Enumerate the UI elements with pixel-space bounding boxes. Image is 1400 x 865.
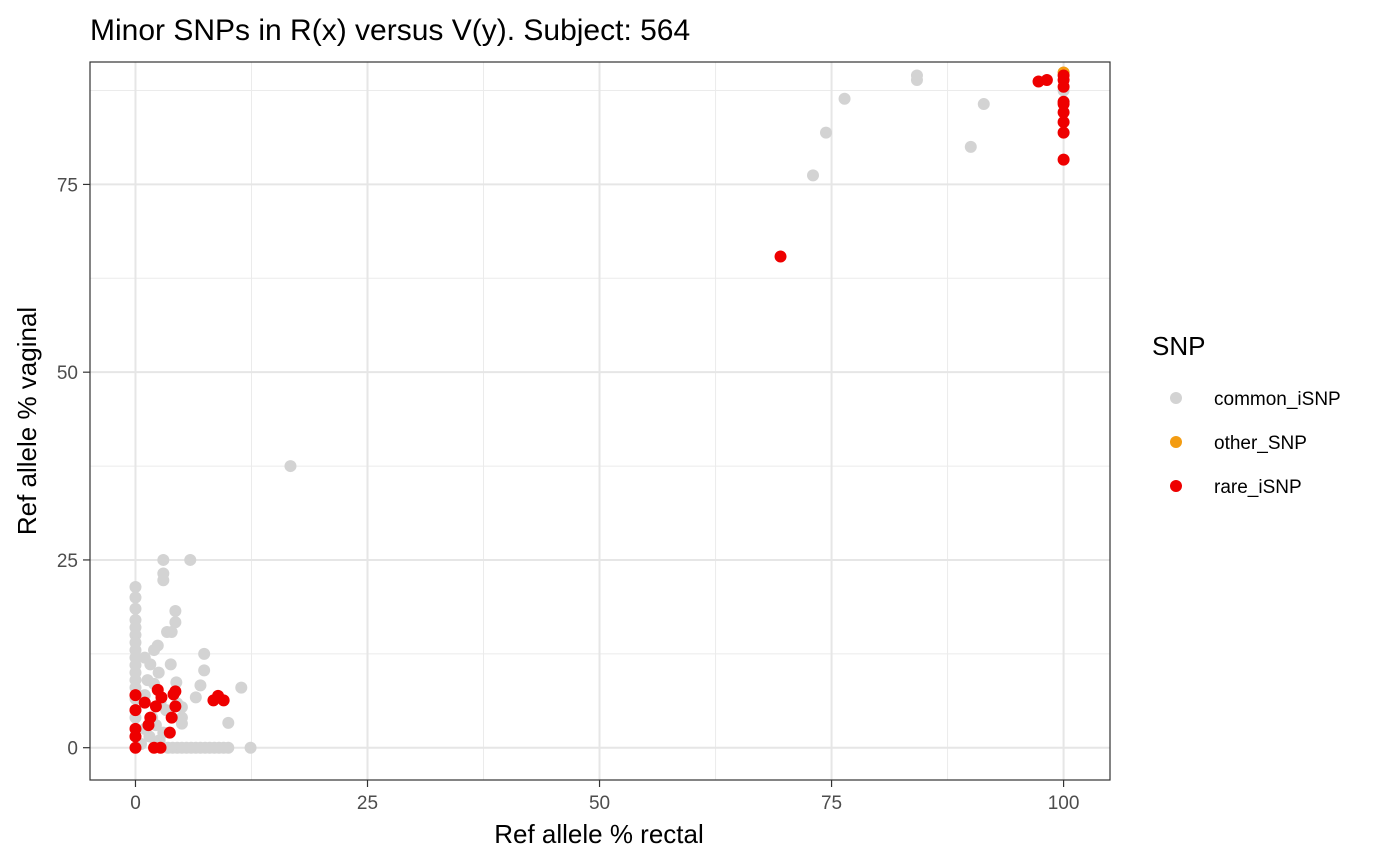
point-rare_iSNP bbox=[151, 683, 164, 696]
point-common_iSNP bbox=[165, 626, 178, 639]
point-common_iSNP bbox=[235, 681, 248, 694]
point-common_iSNP bbox=[964, 140, 977, 153]
point-common_iSNP bbox=[129, 580, 142, 593]
point-rare_iSNP bbox=[154, 741, 167, 754]
x-tick-label: 75 bbox=[821, 793, 842, 814]
point-rare_iSNP bbox=[149, 700, 162, 713]
point-rare_iSNP bbox=[129, 722, 142, 735]
legend-label-common_iSNP: common_iSNP bbox=[1214, 389, 1341, 410]
point-common_iSNP bbox=[194, 679, 207, 692]
y-tick-label: 25 bbox=[57, 551, 78, 572]
point-common_iSNP bbox=[977, 98, 990, 111]
point-rare_iSNP bbox=[1057, 80, 1070, 93]
point-rare_iSNP bbox=[169, 700, 182, 713]
chart-title: Minor SNPs in R(x) versus V(y). Subject:… bbox=[90, 14, 690, 47]
point-rare_iSNP bbox=[129, 741, 142, 754]
legend-label-rare_iSNP: rare_iSNP bbox=[1214, 477, 1302, 498]
point-common_iSNP bbox=[284, 460, 297, 473]
x-tick-label: 100 bbox=[1048, 793, 1080, 814]
point-common_iSNP bbox=[129, 591, 142, 604]
y-tick-label: 0 bbox=[67, 739, 78, 760]
point-common_iSNP bbox=[838, 92, 851, 105]
point-common_iSNP bbox=[189, 691, 202, 704]
point-common_iSNP bbox=[157, 553, 170, 566]
legend-label-other_SNP: other_SNP bbox=[1214, 433, 1307, 454]
y-tick-label: 75 bbox=[57, 175, 78, 196]
point-common_iSNP bbox=[198, 664, 211, 677]
point-rare_iSNP bbox=[129, 689, 142, 702]
legend: SNP common_iSNP other_SNP rare_iSNP bbox=[1152, 331, 1341, 498]
point-common_iSNP bbox=[222, 741, 235, 754]
point-common_iSNP bbox=[184, 553, 197, 566]
series-rare_iSNP bbox=[129, 69, 1070, 754]
point-rare_iSNP bbox=[1057, 126, 1070, 139]
point-rare_iSNP bbox=[774, 250, 787, 263]
point-rare_iSNP bbox=[1057, 116, 1070, 129]
point-common_iSNP bbox=[807, 169, 820, 182]
point-common_iSNP bbox=[170, 676, 183, 689]
grid bbox=[90, 62, 1110, 780]
legend-key-rare_iSNP bbox=[1170, 480, 1182, 492]
point-rare_iSNP bbox=[1040, 74, 1053, 87]
point-rare_iSNP bbox=[165, 711, 178, 724]
point-rare_iSNP bbox=[1057, 98, 1070, 111]
legend-key-other_SNP bbox=[1170, 436, 1182, 448]
point-common_iSNP bbox=[144, 658, 157, 671]
point-rare_iSNP bbox=[1057, 106, 1070, 119]
data-points bbox=[129, 66, 1070, 754]
point-rare_iSNP bbox=[163, 726, 176, 739]
point-common_iSNP bbox=[164, 658, 177, 671]
point-common_iSNP bbox=[222, 716, 235, 729]
point-common_iSNP bbox=[169, 605, 182, 618]
legend-title: SNP bbox=[1152, 331, 1205, 361]
axes: 0 25 50 75 100 0 25 50 75 bbox=[57, 175, 1080, 814]
point-rare_iSNP bbox=[129, 704, 142, 717]
point-common_iSNP bbox=[169, 616, 182, 629]
point-rare_iSNP bbox=[142, 719, 155, 732]
point-common_iSNP bbox=[198, 647, 211, 660]
point-common_iSNP bbox=[148, 644, 161, 657]
point-common_iSNP bbox=[152, 666, 165, 679]
point-rare_iSNP bbox=[1057, 153, 1070, 166]
x-tick-label: 0 bbox=[130, 793, 141, 814]
point-rare_iSNP bbox=[169, 685, 182, 698]
point-common_iSNP bbox=[244, 741, 257, 754]
y-tick-label: 50 bbox=[57, 363, 78, 384]
point-common_iSNP bbox=[819, 126, 832, 139]
point-common_iSNP bbox=[175, 717, 188, 730]
point-common_iSNP bbox=[129, 602, 142, 615]
x-tick-label: 25 bbox=[357, 793, 378, 814]
point-rare_iSNP bbox=[138, 696, 151, 709]
y-axis-title: Ref allele % vaginal bbox=[12, 307, 42, 535]
legend-entries: common_iSNP other_SNP rare_iSNP bbox=[1170, 389, 1341, 498]
x-tick-label: 50 bbox=[589, 793, 610, 814]
point-rare_iSNP bbox=[217, 694, 230, 707]
x-axis-title: Ref allele % rectal bbox=[494, 819, 704, 849]
point-common_iSNP bbox=[157, 574, 170, 587]
legend-key-common_iSNP bbox=[1170, 392, 1182, 404]
point-common_iSNP bbox=[910, 74, 923, 87]
